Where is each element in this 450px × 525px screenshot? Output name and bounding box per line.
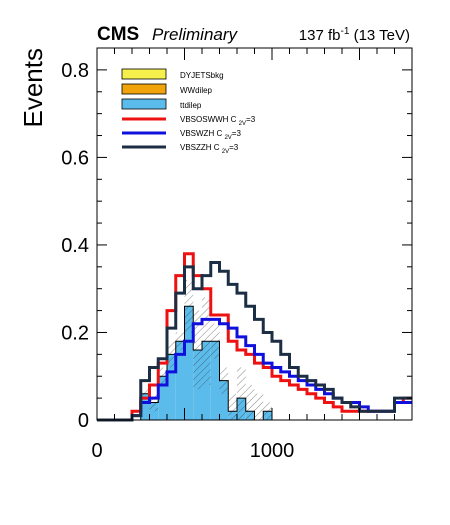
x-tick-label: 1000: [250, 440, 295, 462]
legend-label: VBSOSWWH C 2V=3: [180, 115, 256, 127]
signal-line-VBSZZH-C: [97, 260, 412, 422]
legend-label: WWdilep: [180, 86, 213, 95]
y-tick-label: 0: [78, 410, 89, 432]
status-label: Preliminary: [152, 25, 239, 44]
y-tick-label: 0.2: [61, 322, 89, 344]
cms-header: CMS Preliminary 137 fb-1 (13 TeV): [97, 24, 410, 45]
axes: 0 0.2 0.4 0.6 0.8 0 1000: [61, 47, 413, 462]
legend: DYJETSbkg WWdilep ttdilep VBSOSWWH C 2V=3 VB…: [121, 68, 256, 155]
uncertainty-band: [254, 393, 264, 420]
uncertainty-band: [237, 367, 246, 420]
legend-label: VBSWZH C 2V=3: [180, 129, 241, 141]
legend-swatch-WWdilep: [121, 83, 167, 95]
lumi-label: 137 fb-1 (13 TeV): [299, 26, 410, 44]
y-tick-label: 0.4: [61, 235, 89, 257]
legend-label: VBSZZH C 2V=3: [180, 143, 239, 155]
uncertainty-band: [228, 393, 237, 420]
stack-bar-ttdilep: [167, 354, 176, 420]
legend-label: ttdilep: [180, 101, 202, 110]
legend-swatch-ttdilep: [121, 98, 167, 110]
experiment-label: CMS: [97, 24, 139, 45]
lumi-value: 137 fb: [299, 27, 341, 44]
y-tick-label: 0.6: [61, 147, 89, 169]
stack-bar-ttdilep: [210, 341, 220, 420]
legend-label: DYJETSbkg: [180, 71, 224, 80]
stack-bar-ttdilep: [175, 341, 185, 420]
y-tick-label: 0.8: [61, 60, 89, 82]
uncertainty-band: [245, 384, 255, 420]
energy-value: (13 TeV): [349, 27, 410, 44]
plot-area: [97, 252, 412, 422]
stack-bar-ttdilep: [219, 380, 229, 420]
x-tick-label: 0: [91, 440, 102, 462]
legend-swatch-DYJETSbkg: [121, 68, 167, 80]
stack-bar-ttdilep: [184, 306, 194, 420]
stack-bar-ttdilep: [140, 393, 150, 420]
lumi-exponent: -1: [341, 26, 350, 37]
stack-bar-ttdilep: [158, 376, 167, 420]
y-axis-label: Events: [18, 48, 48, 128]
